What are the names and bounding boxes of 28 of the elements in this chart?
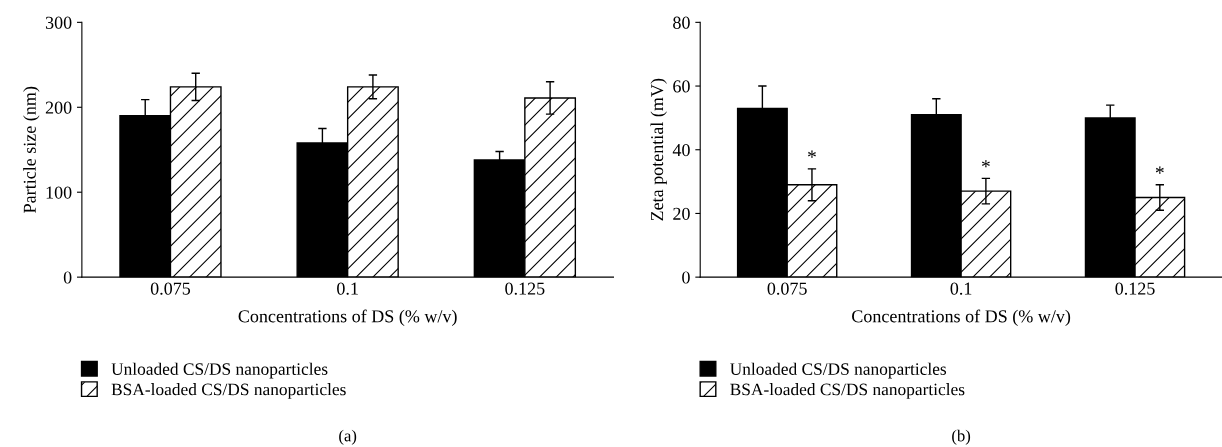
legend-label: Unloaded CS/DS nanoparticles (730, 362, 947, 379)
y-tick-label: 40 (672, 144, 690, 157)
y-tick-label: 0 (63, 271, 72, 284)
x-tick-label: 0.125 (1115, 282, 1155, 295)
legend-label: BSA-loaded CS/DS nanoparticles (730, 383, 965, 399)
y-tick-label: 20 (673, 207, 690, 220)
x-tick-label: 0.1 (950, 282, 972, 295)
x-tick-label: 0.125 (505, 282, 545, 295)
x-axis-title: Concentrations of DS (% w/v) (852, 309, 1071, 327)
y-tick-label: 0 (682, 271, 690, 284)
y-axis-title: Particle size (nm) (23, 86, 40, 213)
x-axis-title: Concentrations of DS (% w/v) (238, 309, 457, 327)
y-axis-title: Zeta potential (mV) (650, 78, 667, 221)
y-tick-label: 60 (673, 80, 690, 93)
text: (b) (952, 429, 971, 445)
text: (a) (339, 429, 357, 445)
annotation: * (981, 160, 990, 168)
y-tick-label: 300 (45, 16, 72, 29)
x-tick-label: 0.075 (767, 282, 807, 295)
legend-label: BSA-loaded CS/DS nanoparticles (111, 383, 346, 399)
legend-label: Unloaded CS/DS nanoparticles (111, 362, 328, 379)
annotation: * (1155, 166, 1164, 174)
annotation: * (808, 150, 816, 158)
x-tick-label: 0.1 (337, 282, 358, 295)
x-tick-label: 0.075 (150, 282, 191, 295)
y-tick-label: 200 (45, 101, 72, 114)
y-tick-label: 80 (673, 16, 690, 29)
y-tick-label: 100 (46, 186, 72, 199)
